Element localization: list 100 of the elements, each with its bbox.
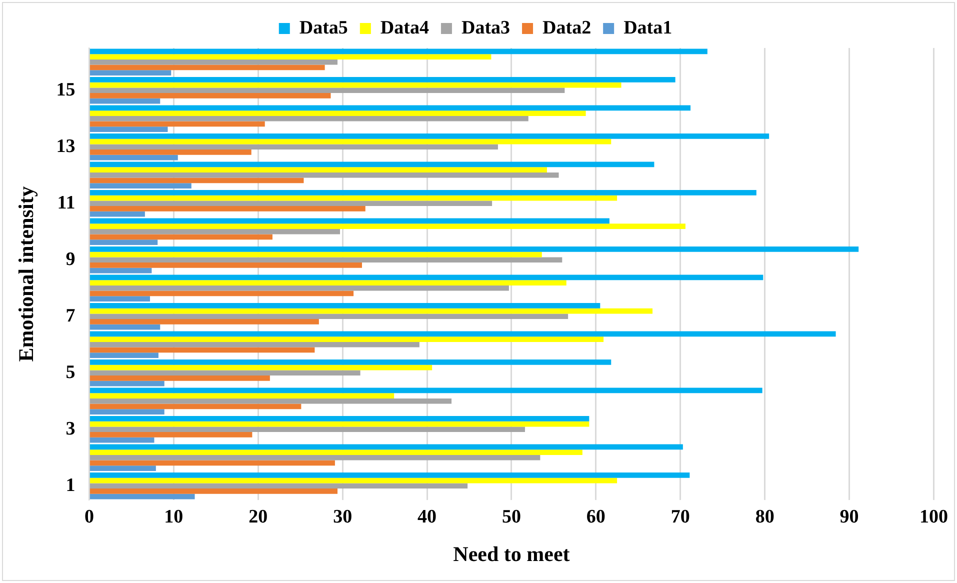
x-tick-label: 30 xyxy=(333,506,352,528)
bar xyxy=(90,388,762,394)
bar xyxy=(90,64,325,70)
bar xyxy=(90,280,566,286)
y-tick-label: 13 xyxy=(56,136,76,157)
bar xyxy=(90,252,542,258)
y-tick-label: 7 xyxy=(66,305,76,326)
bar xyxy=(90,167,547,172)
bar xyxy=(90,472,690,478)
y-tick-label: 1 xyxy=(66,474,76,496)
bar xyxy=(90,359,612,365)
bar xyxy=(90,404,302,410)
x-tick-label: 90 xyxy=(840,506,859,528)
bar xyxy=(90,285,509,291)
bar xyxy=(90,274,764,280)
bar xyxy=(90,228,340,234)
bar xyxy=(90,172,559,178)
x-tick-label: 60 xyxy=(586,506,606,528)
bar xyxy=(90,211,145,217)
bar xyxy=(90,444,683,450)
bar xyxy=(90,308,653,314)
bar xyxy=(90,494,195,500)
bar xyxy=(90,240,158,246)
bar xyxy=(90,296,150,302)
bar xyxy=(90,93,331,98)
y-axis-title: Emotional intensity xyxy=(14,186,38,362)
bar xyxy=(90,116,528,122)
bar xyxy=(90,195,618,201)
x-tick-label: 20 xyxy=(248,506,268,528)
bar xyxy=(90,138,612,144)
bar xyxy=(90,290,354,296)
legend-label: Data3 xyxy=(461,17,510,38)
bar xyxy=(90,421,590,427)
bar xyxy=(90,426,525,432)
bar xyxy=(90,162,654,168)
bar xyxy=(90,393,394,398)
x-axis-title: Need to meet xyxy=(453,542,570,566)
bar xyxy=(90,54,492,60)
bar xyxy=(90,183,192,189)
bar xyxy=(90,88,565,94)
bar xyxy=(90,76,676,82)
legend-label: Data2 xyxy=(542,17,592,38)
bar xyxy=(90,450,582,455)
bar xyxy=(90,324,160,330)
y-tick-label: 9 xyxy=(66,248,76,270)
y-tick-label: 15 xyxy=(56,79,76,100)
bar xyxy=(90,437,154,443)
bar xyxy=(90,352,158,358)
x-tick-label: 0 xyxy=(84,506,94,528)
x-tick-label: 50 xyxy=(502,506,521,528)
bar xyxy=(90,454,540,460)
bar xyxy=(90,364,432,370)
legend-label: Data1 xyxy=(624,17,672,38)
bar xyxy=(90,262,362,268)
bar xyxy=(90,59,338,65)
bar xyxy=(90,218,610,224)
bar xyxy=(90,319,319,324)
y-tick-label: 3 xyxy=(66,418,76,440)
bar xyxy=(90,257,562,263)
bar xyxy=(90,398,452,404)
bar xyxy=(90,409,164,415)
bar xyxy=(90,331,836,337)
bar xyxy=(90,336,604,342)
bar xyxy=(90,347,315,353)
bar xyxy=(90,98,160,104)
bar xyxy=(90,105,691,111)
bar xyxy=(90,190,756,196)
bar xyxy=(90,110,586,116)
y-tick-label: 5 xyxy=(66,362,76,383)
bar xyxy=(90,133,770,139)
bar xyxy=(90,150,252,155)
bar xyxy=(90,246,859,252)
bar xyxy=(90,432,252,438)
bar xyxy=(90,206,366,212)
bar xyxy=(90,268,152,274)
bar xyxy=(90,200,492,206)
bar xyxy=(90,121,265,127)
legend-label: Data4 xyxy=(380,17,430,38)
bar xyxy=(90,302,600,308)
bar xyxy=(90,126,168,132)
bar xyxy=(90,466,156,472)
bar xyxy=(90,376,270,381)
bar xyxy=(90,314,568,320)
bar xyxy=(90,48,708,54)
bar xyxy=(90,70,172,76)
bar xyxy=(90,483,468,489)
bar xyxy=(90,460,335,466)
bar xyxy=(90,416,590,422)
bar xyxy=(90,154,178,160)
bar xyxy=(90,488,338,494)
x-tick-label: 80 xyxy=(755,506,774,528)
legend-label: Data5 xyxy=(299,17,348,38)
bar xyxy=(90,178,304,184)
y-tick-label: 11 xyxy=(57,192,76,214)
bar xyxy=(90,82,622,88)
bar xyxy=(90,370,360,376)
bar xyxy=(90,234,272,240)
bar xyxy=(90,342,420,348)
x-tick-label: 40 xyxy=(418,506,437,528)
x-tick-label: 100 xyxy=(920,506,948,528)
